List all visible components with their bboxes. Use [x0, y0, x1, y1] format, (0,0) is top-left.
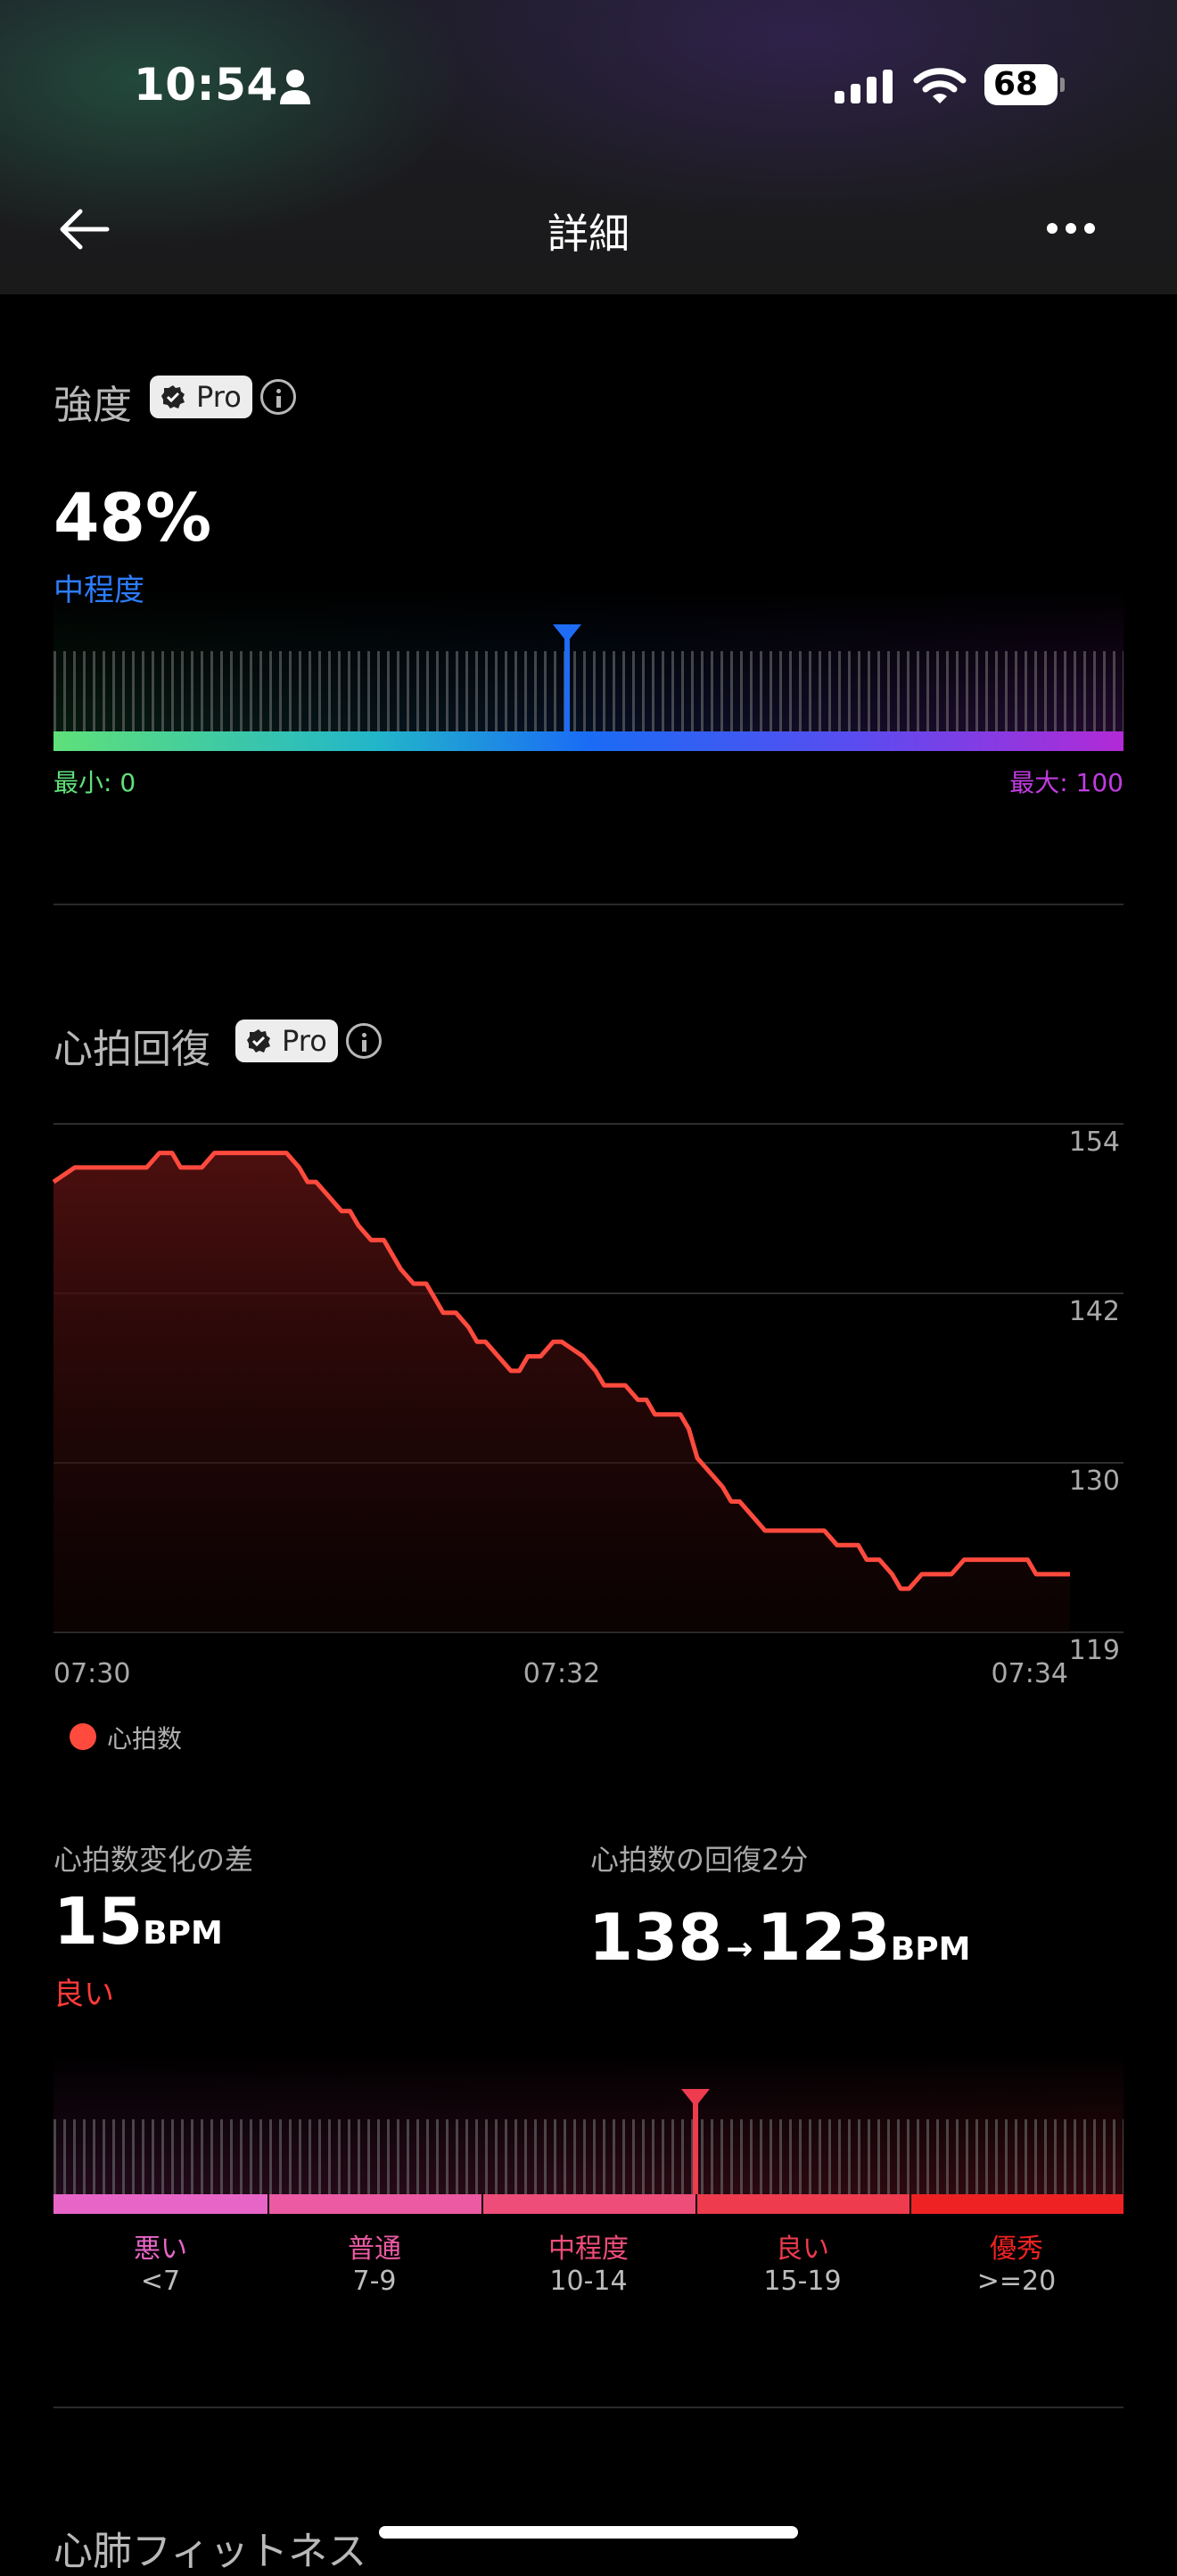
y-tick-label: 130 [1069, 1466, 1120, 1497]
heart-rate-chart: 154 142 130 119 07:30 07:32 07:34 [52, 1123, 1124, 1689]
info-icon[interactable] [260, 379, 296, 415]
recovery-segment-range: 10-14 [549, 2266, 628, 2297]
recovery-segment-range: >=20 [976, 2266, 1057, 2297]
intensity-gauge-bar [54, 731, 1124, 751]
recovery-segment-label: 悪い [134, 2233, 187, 2265]
intensity-gauge-ticks [54, 651, 1124, 731]
recovery-segment-label: 中程度 [548, 2233, 629, 2265]
pro-badge-label: Pro [196, 380, 242, 414]
two-min-readout: 138 →123BPM [588, 1900, 970, 1975]
recovery-segment-label: 良い [776, 2233, 829, 2265]
section-divider [54, 904, 1124, 905]
start-value: 138 [588, 1900, 723, 1975]
pro-badge-label: Pro [282, 1024, 327, 1058]
intensity-title: 強度 [54, 383, 132, 428]
header-background [0, 0, 1177, 294]
recovery-segment [269, 2194, 482, 2214]
intensity-max-label: 最大: 100 [1009, 768, 1124, 797]
diff-readout: 15BPM [54, 1884, 223, 1959]
back-arrow-icon[interactable] [57, 207, 111, 252]
x-tick-label: 07:32 [523, 1658, 600, 1689]
person-icon [280, 70, 310, 104]
recovery-segment-range: 15-19 [763, 2266, 842, 2297]
cellular-signal-icon [835, 70, 893, 103]
diff-value: 15 [54, 1884, 144, 1959]
pro-badge: Pro [150, 376, 252, 418]
y-tick-label: 142 [1069, 1296, 1120, 1327]
legend-label: 心拍数 [107, 1724, 183, 1754]
recovery-segment [54, 2194, 268, 2214]
diff-unit: BPM [143, 1915, 223, 1952]
intensity-marker [551, 623, 583, 731]
recovery-segment [697, 2194, 910, 2214]
recovery-marker [679, 2087, 712, 2194]
intensity-level: 中程度 [54, 566, 144, 609]
arrow-glyph: → [726, 1931, 753, 1968]
two-min-label: 心拍数の回復2分 [590, 1843, 809, 1877]
heart-rate-line [52, 1151, 1070, 1591]
recovery-segment-range: <7 [140, 2266, 181, 2297]
x-tick-label: 07:34 [992, 1658, 1068, 1689]
verified-badge-icon [247, 1029, 270, 1053]
more-options-icon[interactable] [1045, 221, 1097, 235]
recovery-title: 心拍回復 [54, 1027, 210, 1072]
intensity-value: 48% [54, 480, 212, 557]
diff-label: 心拍数変化の差 [54, 1843, 254, 1877]
heart-rate-area [54, 1152, 1070, 1632]
recovery-gauge-ticks [54, 2119, 1124, 2194]
cardio-fitness-title: 心肺フィットネス [54, 2529, 367, 2574]
y-tick-label: 154 [1069, 1127, 1120, 1158]
legend-dot [70, 1723, 96, 1750]
recovery-segment-range: 7-9 [352, 2266, 397, 2297]
pro-badge: Pro [235, 1020, 338, 1062]
y-tick-label: 119 [1069, 1635, 1120, 1666]
recovery-segment [483, 2194, 696, 2214]
status-time: 10:54 [134, 59, 278, 111]
page-title: 詳細 [547, 210, 630, 258]
diff-rating: 良い [54, 1977, 114, 2012]
section-divider [54, 2407, 1124, 2408]
recovery-segment-label: 普通 [348, 2233, 401, 2265]
verified-badge-icon [161, 385, 185, 409]
end-value: 123 [756, 1900, 891, 1975]
wifi-icon [913, 68, 967, 103]
home-indicator[interactable] [379, 2526, 798, 2539]
recovery-segment [911, 2194, 1124, 2214]
x-tick-label: 07:30 [54, 1658, 130, 1689]
info-icon[interactable] [346, 1023, 382, 1059]
battery-icon: 68 [984, 64, 1065, 105]
end-unit: BPM [890, 1931, 971, 1968]
recovery-segment-label: 優秀 [990, 2233, 1043, 2265]
battery-level: 68 [992, 66, 1039, 103]
intensity-min-label: 最小: 0 [54, 768, 136, 797]
